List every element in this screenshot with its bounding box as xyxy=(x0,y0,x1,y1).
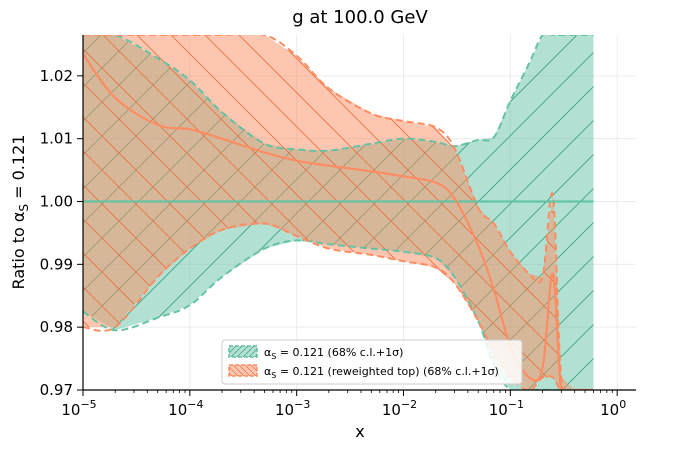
y-tick-label-3: 1.00 xyxy=(40,193,73,211)
legend-label-green-sub: S xyxy=(271,352,276,361)
legend-entry-green: αS = 0.121 (68% c.l.+1σ) xyxy=(228,345,403,361)
green-upper-line xyxy=(83,35,594,152)
chart-title: g at 100.0 GeV xyxy=(292,7,428,28)
legend-label-orange: αS = 0.121 (reweighted top) (68% c.l.+1σ… xyxy=(264,365,499,380)
legend-label-green-pre: α xyxy=(264,346,271,359)
legend-swatch-orange-hatch xyxy=(229,365,257,376)
y-axis-title-tail: = 0.121 xyxy=(9,135,28,204)
orange-lower-line xyxy=(83,222,594,390)
legend-label-orange-post: = 0.121 (reweighted top) (68% c.l.+1σ) xyxy=(276,365,499,378)
x-tick-label-5: 100 xyxy=(600,398,626,419)
legend-entry-orange: αS = 0.121 (reweighted top) (68% c.l.+1σ… xyxy=(228,364,499,380)
legend-label-green-post: = 0.121 (68% c.l.+1σ) xyxy=(276,346,403,359)
y-ticks: 0.97 0.98 0.99 1.00 1.01 1.02 xyxy=(40,67,83,399)
x-tick-label-4: 10−1 xyxy=(489,398,524,419)
x-ticks: 10−5 10−4 10−3 10−2 10−1 100 xyxy=(61,390,626,419)
orange-upper-line xyxy=(83,35,594,390)
legend-swatch-green-hatch xyxy=(229,346,257,357)
x-tick-label-0: 10−5 xyxy=(61,398,96,419)
x-tick-label-1: 10−4 xyxy=(168,398,203,419)
y-tick-label-5: 1.02 xyxy=(40,67,73,85)
legend-frame xyxy=(221,339,523,385)
y-tick-label-2: 0.99 xyxy=(40,255,73,273)
y-tick-label-4: 1.01 xyxy=(40,130,73,148)
legend-label-orange-pre: α xyxy=(264,365,271,378)
orange-central-line xyxy=(83,53,594,390)
y-axis-title-sub: S xyxy=(17,204,31,212)
y-axis-title-main: Ratio to α xyxy=(9,212,28,290)
green-lower-line xyxy=(83,239,594,390)
legend: αS = 0.121 (68% c.l.+1σ) αS = 0.121 (rew… xyxy=(221,339,523,385)
legend-label-green: αS = 0.121 (68% c.l.+1σ) xyxy=(264,346,403,361)
y-tick-label-0: 0.97 xyxy=(40,381,73,399)
x-tick-label-3: 10−2 xyxy=(382,398,417,419)
legend-label-orange-sub: S xyxy=(271,371,276,380)
x-axis-title: x xyxy=(355,422,364,441)
y-axis-title: Ratio to αS = 0.121 xyxy=(9,135,31,290)
x-tick-label-2: 10−3 xyxy=(275,398,310,419)
y-tick-label-1: 0.98 xyxy=(40,318,73,336)
